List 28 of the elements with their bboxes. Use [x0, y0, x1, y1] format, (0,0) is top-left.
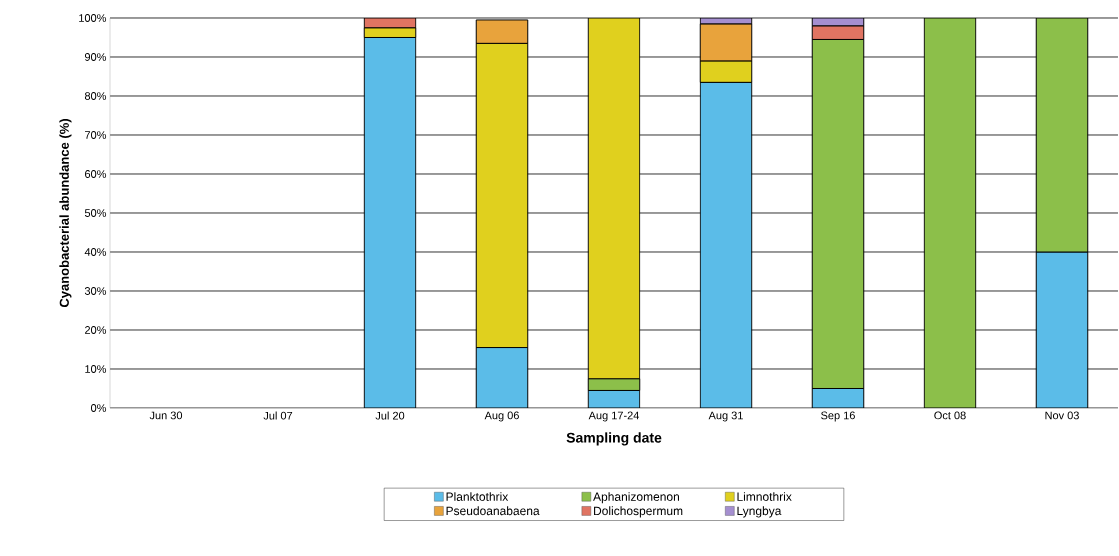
legend-label: Lyngbya [737, 506, 782, 518]
y-tick-label: 90% [84, 53, 107, 61]
x-tick-label: Sep 16 [821, 411, 855, 422]
x-tick-label: Aug 31 [708, 411, 743, 422]
y-axis-title: Cyanobacterial abundance (%) [59, 119, 72, 308]
x-tick-label: Jul 07 [263, 411, 293, 420]
y-tick-label: 50% [84, 209, 107, 217]
y-tick-label: 0% [91, 404, 107, 412]
y-tick-label: 10% [85, 365, 107, 373]
x-tick-label: Jun 30 [149, 411, 183, 420]
y-tick-label: 60% [85, 170, 107, 178]
legend-label: Aphanizomenon [593, 492, 679, 504]
x-tick-label: Aug 06 [484, 411, 519, 422]
legend-label: Planktothrix [446, 492, 509, 501]
x-tick-label: Aug 17-24 [588, 411, 640, 422]
x-tick-label: Jul 20 [375, 411, 405, 420]
y-tick-label: 40% [84, 248, 107, 256]
legend-label: Pseudoanabaena [446, 506, 540, 516]
y-tick-label: 100% [79, 14, 107, 22]
x-axis-title: Sampling date [566, 432, 662, 446]
legend-label: Dolichospermum [594, 506, 683, 518]
y-tick-label: 20% [85, 326, 107, 334]
legend-label: Limnothrix [737, 492, 792, 501]
x-tick-label: Oct 08 [934, 411, 966, 420]
y-tick-label: 30% [84, 287, 107, 295]
y-tick-label: 80% [84, 92, 107, 100]
y-tick-label: 70% [85, 131, 107, 139]
x-tick-label: Nov 03 [1045, 411, 1079, 420]
